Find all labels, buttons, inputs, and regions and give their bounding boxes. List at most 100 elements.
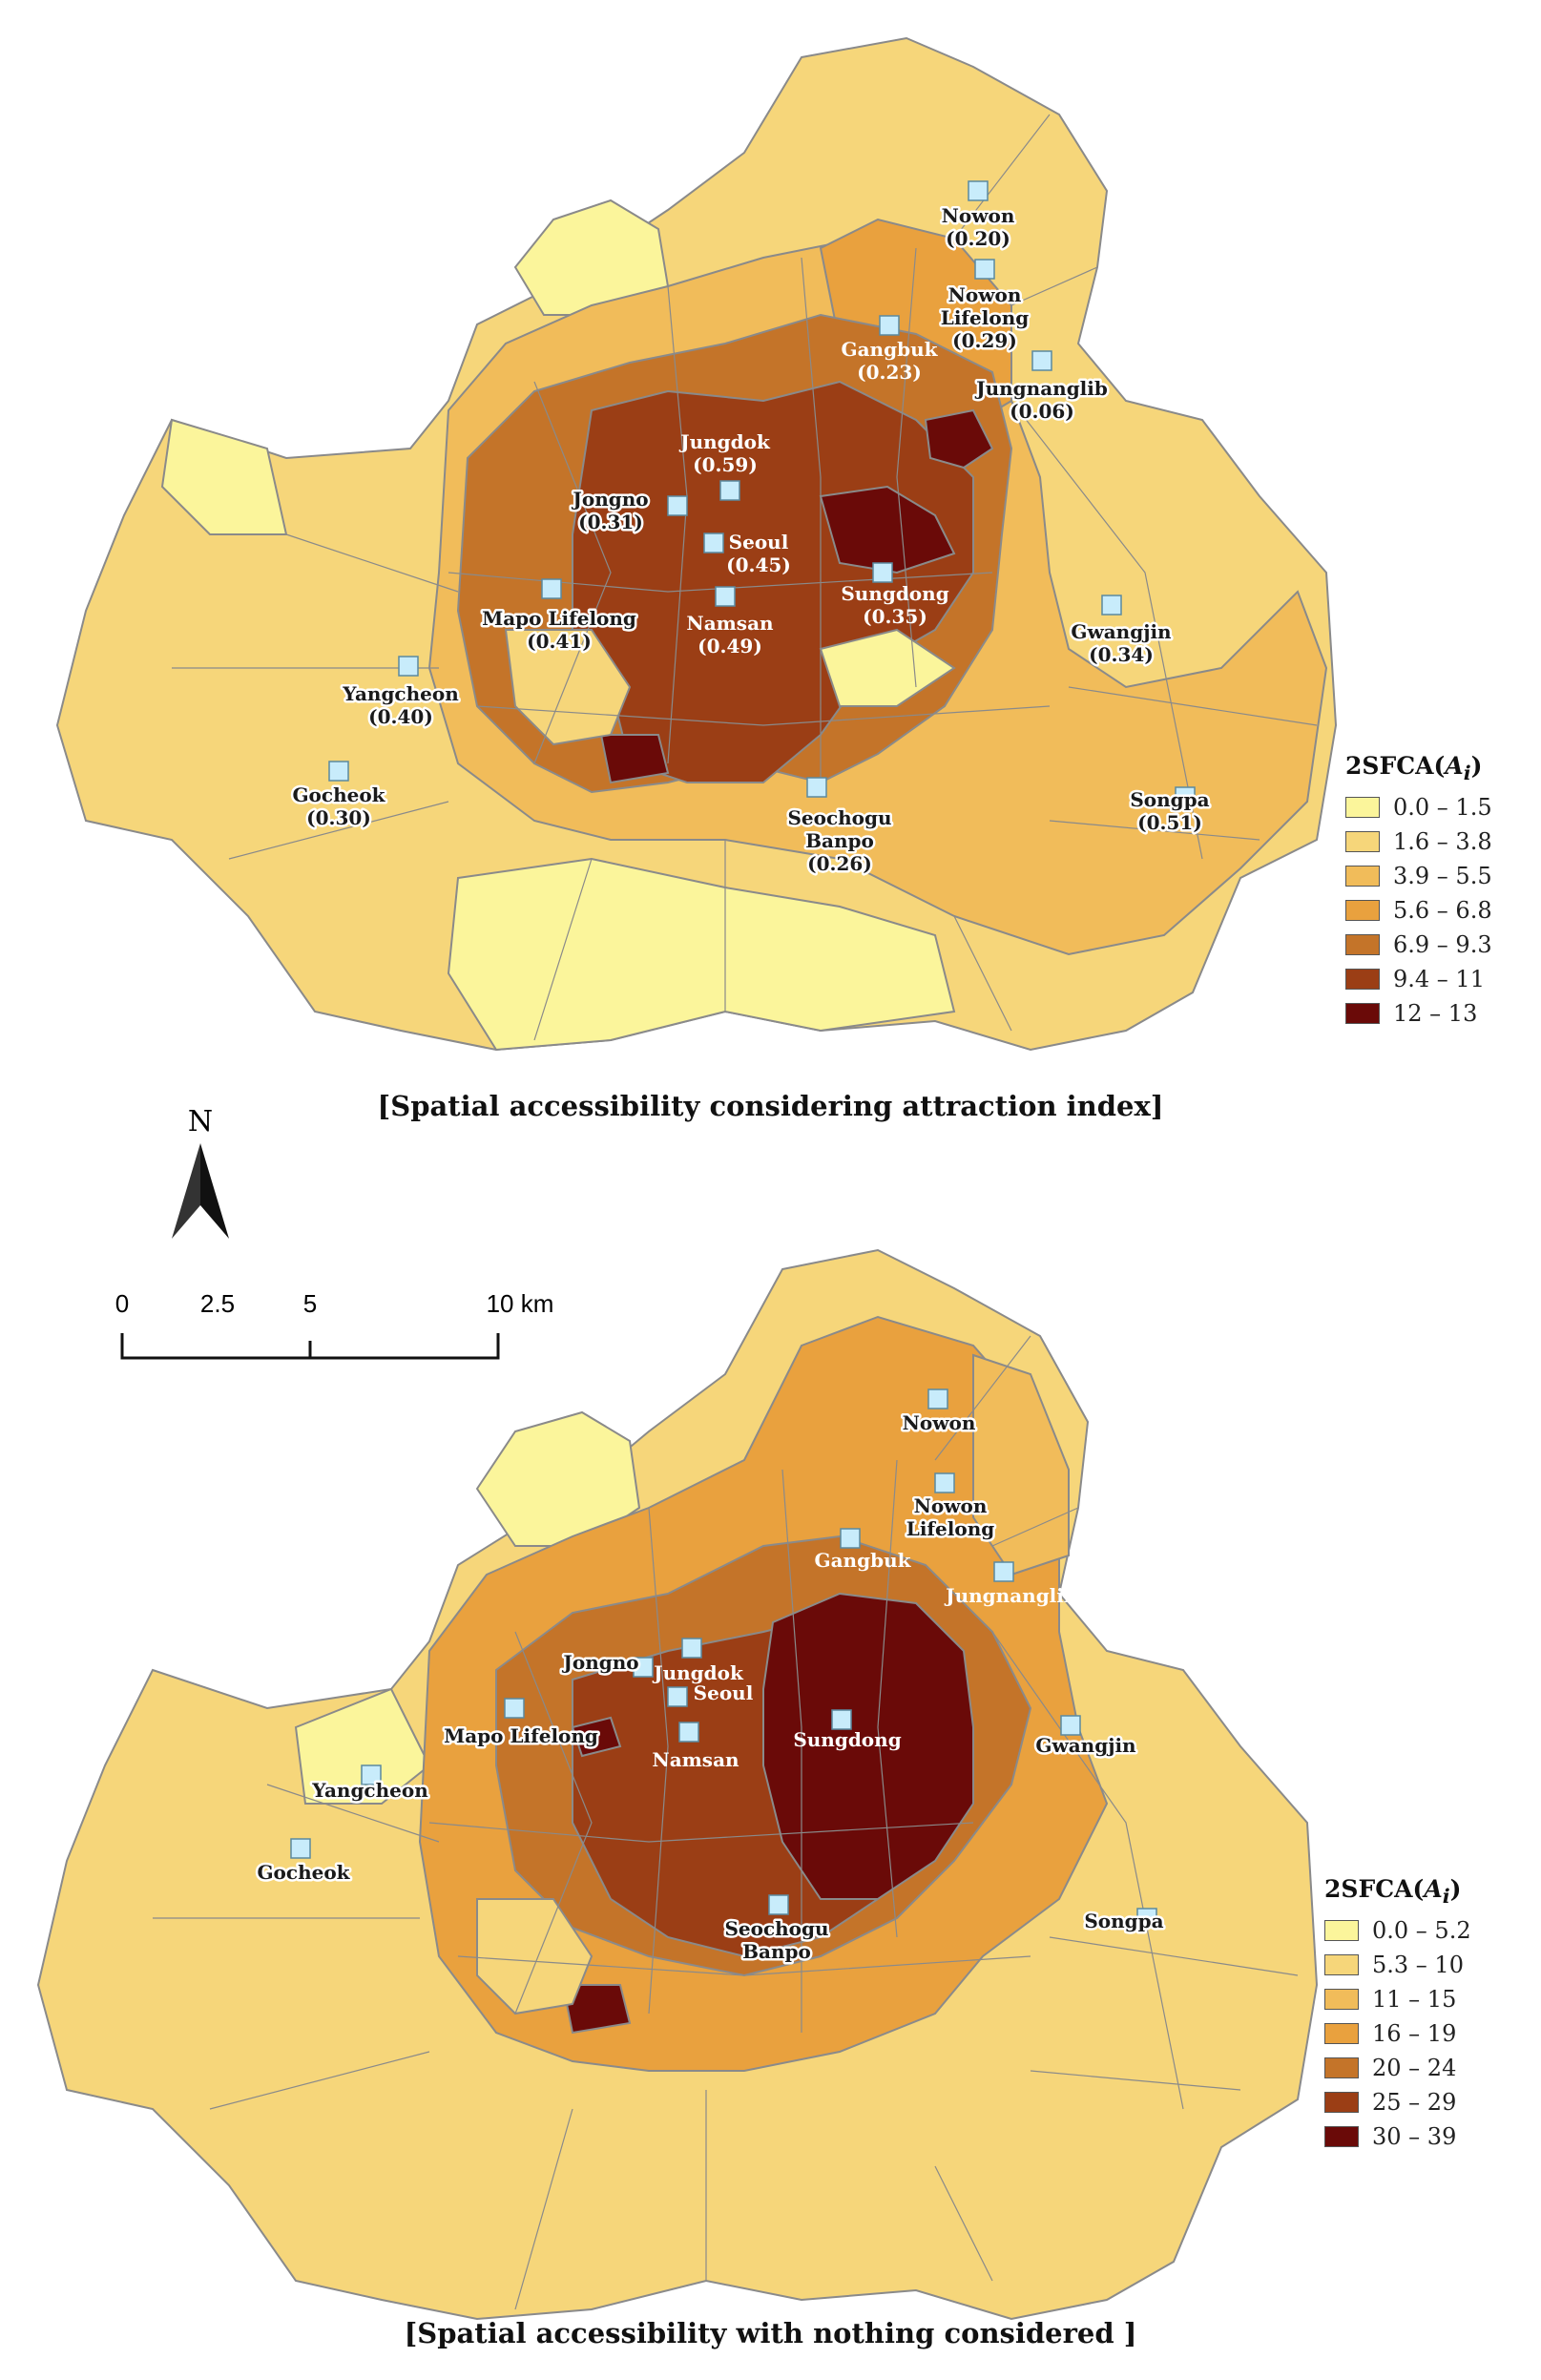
library-value: (0.30) bbox=[306, 806, 371, 829]
library-marker-icon bbox=[361, 1764, 382, 1785]
accessibility-map-nothing: NowonNowonLifelongGangbukJungnanglibJung… bbox=[36, 1248, 1319, 2321]
library-mapo-lifelong: Mapo Lifelong(0.41) bbox=[480, 578, 638, 656]
accessibility-map-attraction: Nowon(0.20)NowonLifelong(0.29)Gangbuk(0.… bbox=[55, 36, 1338, 1052]
library-value: (0.29) bbox=[952, 329, 1017, 352]
legend-swatch bbox=[1324, 2126, 1359, 2147]
library-gwangjin: Gwangjin(0.34) bbox=[1069, 595, 1175, 669]
library-name: Gangbuk bbox=[842, 338, 939, 361]
library-jungnanglib: Jungnanglib(0.06) bbox=[972, 350, 1110, 426]
legend-label: 5.3 – 10 bbox=[1372, 1952, 1464, 1978]
legend-label: 3.9 – 5.5 bbox=[1393, 863, 1492, 889]
library-gocheok: Gocheok(0.30) bbox=[290, 761, 388, 832]
legend-class-6: 25 – 29 bbox=[1324, 2085, 1471, 2119]
library-marker-icon bbox=[678, 1722, 699, 1743]
scale-tick-2-5: 2.5 bbox=[200, 1289, 235, 1318]
library-value: (0.40) bbox=[368, 705, 433, 728]
max-class-west bbox=[571, 1716, 622, 1758]
library-value: (0.51) bbox=[1137, 811, 1202, 834]
library-marker-icon bbox=[328, 761, 349, 782]
scale-tick-10: 10 km bbox=[487, 1289, 554, 1318]
legend-class-4: 5.6 – 6.8 bbox=[1345, 893, 1492, 928]
legend-title: 2SFCA(Ai) bbox=[1324, 1875, 1462, 1908]
legend-swatch bbox=[1324, 2057, 1359, 2078]
library-value: (0.49) bbox=[698, 635, 762, 658]
legend-swatch bbox=[1345, 831, 1380, 852]
library-name: Lifelong bbox=[941, 306, 1029, 329]
library-marker-icon bbox=[1060, 1715, 1081, 1736]
west-lightest bbox=[294, 1687, 431, 1805]
library-songpa: Songpa(0.51) bbox=[1128, 786, 1212, 837]
legend-label: 0.0 – 1.5 bbox=[1393, 794, 1492, 821]
max-class-northeast bbox=[762, 1592, 974, 1900]
library-name: Jongno bbox=[561, 1651, 638, 1674]
legend-swatch bbox=[1324, 2023, 1359, 2044]
library-name: Gwangjin bbox=[1071, 620, 1172, 643]
scale-tick-0: 0 bbox=[115, 1289, 129, 1318]
legend-label: 30 – 39 bbox=[1372, 2123, 1457, 2150]
library-marker-icon bbox=[993, 1561, 1014, 1582]
library-sungdong: Sungdong(0.35) bbox=[841, 562, 949, 628]
library-name: Yangcheon bbox=[342, 682, 459, 705]
library-markers-layer: NowonNowonLifelongGangbukJungnanglibJung… bbox=[255, 1388, 1166, 1966]
legend-label: 11 – 15 bbox=[1372, 1986, 1457, 2013]
mapo-light-patch bbox=[504, 629, 632, 746]
mapo-light-patch bbox=[476, 1898, 593, 2015]
library-marker-icon bbox=[1101, 595, 1122, 616]
legend-swatch bbox=[1345, 900, 1380, 921]
legend-label: 1.6 – 3.8 bbox=[1393, 828, 1492, 855]
library-marker-icon bbox=[968, 180, 989, 201]
library-value: (0.31) bbox=[578, 511, 643, 533]
library-name: Jungdok bbox=[652, 1661, 744, 1684]
library-yangcheon: Yangcheon(0.40) bbox=[340, 656, 462, 731]
library-songpa: Songpa bbox=[1082, 1908, 1166, 1935]
library-namsan: Namsan bbox=[652, 1722, 739, 1771]
library-value: (0.41) bbox=[527, 630, 592, 653]
library-gwangjin: Gwangjin bbox=[1033, 1715, 1139, 1760]
north-arrow-label: N bbox=[187, 1105, 214, 1138]
library-name: Jongno bbox=[571, 488, 648, 511]
legend-class-2: 1.6 – 3.8 bbox=[1345, 825, 1492, 859]
north-orange bbox=[972, 1353, 1070, 1576]
legend-label: 12 – 13 bbox=[1393, 1000, 1478, 1027]
library-seoul: Seoul bbox=[667, 1681, 754, 1707]
library-name: Seochogu bbox=[787, 806, 891, 829]
legend-class-4: 16 – 19 bbox=[1324, 2016, 1471, 2051]
library-yangcheon: Yangcheon bbox=[309, 1764, 431, 1805]
library-marker-icon bbox=[831, 1709, 852, 1730]
legend-swatch bbox=[1345, 797, 1380, 818]
library-marker-icon bbox=[840, 1528, 861, 1549]
legend-class-3: 3.9 – 5.5 bbox=[1345, 859, 1492, 893]
library-mapo-lifelong: Mapo Lifelong bbox=[442, 1698, 600, 1750]
legend-swatch bbox=[1324, 1920, 1359, 1941]
library-name: Seochogu bbox=[724, 1917, 828, 1940]
north-arrow-icon bbox=[172, 1143, 229, 1239]
library-markers-layer: Nowon(0.20)NowonLifelong(0.29)Gangbuk(0.… bbox=[290, 180, 1212, 878]
library-gocheok: Gocheok bbox=[255, 1838, 353, 1887]
legend-label: 9.4 – 11 bbox=[1393, 966, 1485, 992]
library-name: Banpo bbox=[742, 1940, 811, 1963]
legend-label: 16 – 19 bbox=[1372, 2020, 1457, 2047]
max-class-central bbox=[819, 485, 956, 574]
library-jungnanglib: Jungnanglib bbox=[944, 1561, 1077, 1607]
legend-attraction: 2SFCA(Ai) 0.0 – 1.5 1.6 – 3.8 3.9 – 5.5 5.6… bbox=[1345, 752, 1492, 1031]
library-value: (0.20) bbox=[946, 227, 1010, 250]
legend-nothing: 2SFCA(Ai) 0.0 – 5.2 5.3 – 10 11 – 15 16 – 1… bbox=[1324, 1875, 1471, 2154]
west-lightest bbox=[160, 418, 288, 535]
library-nowon: Nowon(0.20) bbox=[939, 180, 1017, 253]
library-nowon: Nowon bbox=[900, 1388, 978, 1437]
library-value: (0.45) bbox=[726, 553, 791, 576]
northwest-lightest bbox=[475, 1410, 641, 1547]
legend-label: 5.6 – 6.8 bbox=[1393, 897, 1492, 924]
library-name: Mapo Lifelong bbox=[482, 607, 636, 630]
south-lightest bbox=[447, 857, 956, 1052]
library-gangbuk: Gangbuk(0.23) bbox=[842, 315, 939, 384]
library-value: (0.26) bbox=[807, 852, 872, 875]
library-marker-icon bbox=[715, 586, 736, 607]
library-marker-icon bbox=[768, 1894, 789, 1915]
library-marker-icon bbox=[667, 1686, 688, 1707]
seoul-boundary-base bbox=[36, 1248, 1319, 2321]
library-marker-icon bbox=[541, 578, 562, 599]
legend-class-1: 0.0 – 5.2 bbox=[1324, 1913, 1471, 1948]
